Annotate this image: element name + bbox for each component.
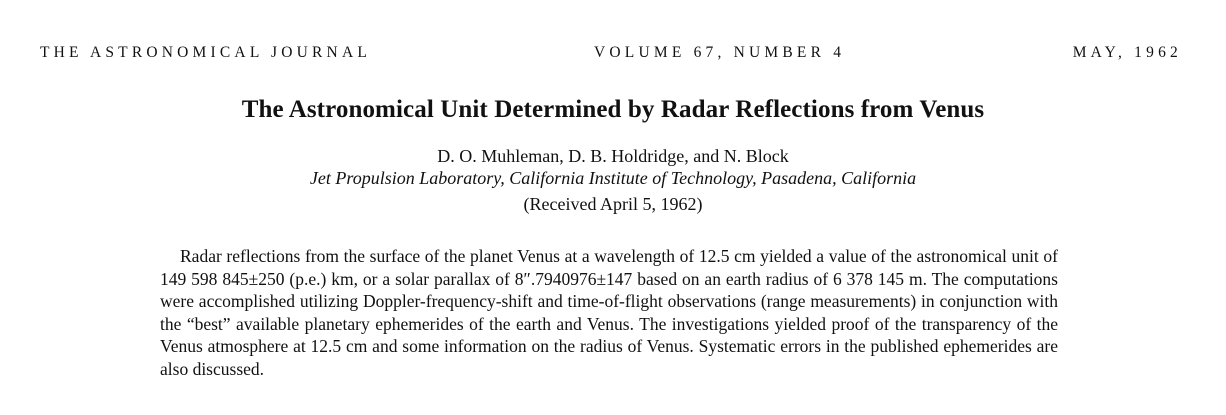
author-affiliation: Jet Propulsion Laboratory, California In…: [309, 168, 917, 188]
journal-name: THE ASTRONOMICAL JOURNAL: [40, 44, 372, 61]
issue-date: MAY, 1962: [1072, 44, 1182, 61]
received-date: (Received April 5, 1962): [523, 194, 703, 214]
author-list: D. O. Muhleman, D. B. Holdridge, and N. …: [437, 146, 789, 166]
running-head: THE ASTRONOMICAL JOURNAL VOLUME 67, NUMB…: [40, 42, 1178, 64]
article-title: The Astronomical Unit Determined by Rada…: [241, 96, 985, 123]
volume-number: VOLUME 67, NUMBER 4: [594, 44, 846, 61]
abstract: Radar reflections from the surface of th…: [160, 246, 1058, 379]
